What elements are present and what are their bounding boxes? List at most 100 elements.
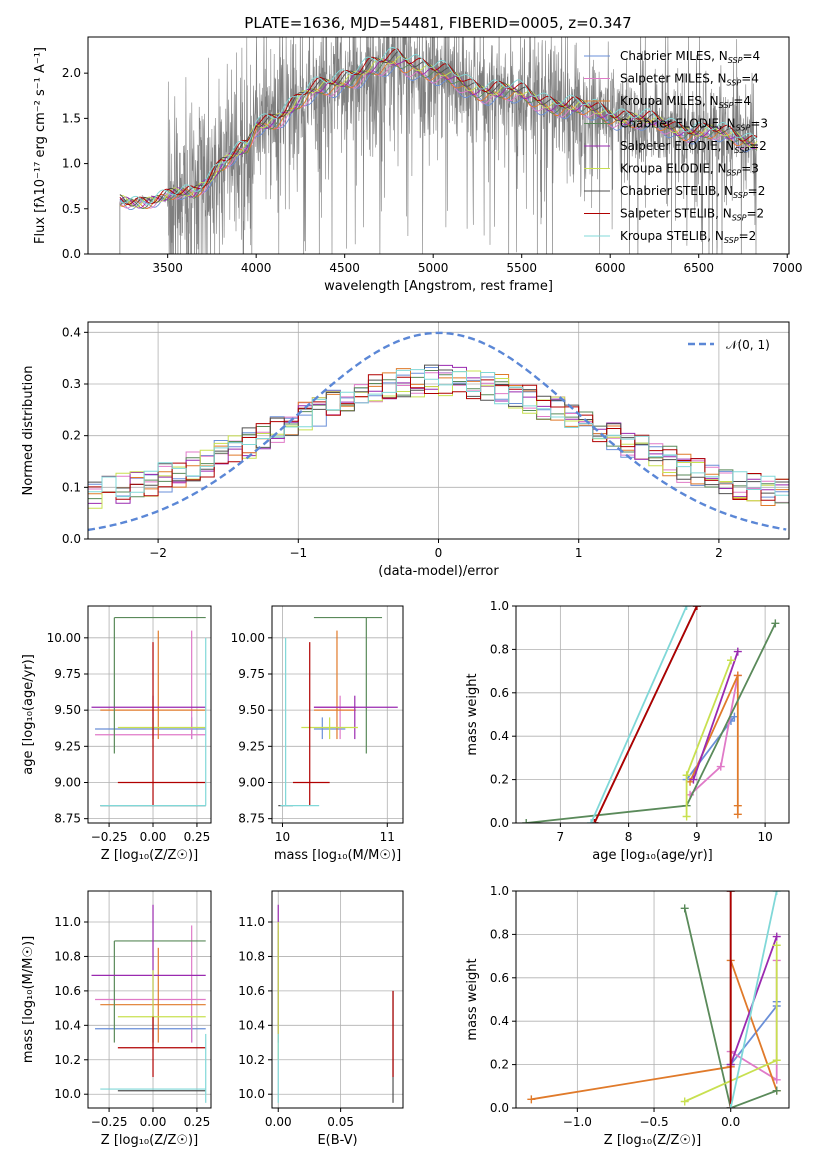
y-axis-label: age [log₁₀(age/yr)]	[21, 654, 36, 775]
y-tick-label: 9.50	[238, 703, 265, 717]
histogram-kroupa-stelib	[88, 369, 789, 498]
weight-marker	[733, 671, 742, 680]
weight-series-chabrier-miles	[682, 712, 739, 784]
axes-frame	[515, 605, 790, 824]
y-tick-label: 9.75	[238, 667, 265, 681]
y-tick-label: 0.6	[490, 971, 509, 985]
histogram-salpeter-elodie	[88, 364, 789, 504]
y-tick-label: 9.25	[54, 739, 81, 753]
x-tick-label: 10	[757, 830, 772, 844]
legend-count: =2	[746, 207, 764, 221]
legend-label-chabrier-miles: Chabrier MILES, NSSP=4	[620, 49, 760, 65]
weight-marker	[587, 819, 596, 823]
panel-age-vs-Z: −0.25 0.00 0.25 8.75 9.00 9.25 9.50 9.75 10.00 Z …	[21, 605, 212, 863]
x-tick-label: 4500	[329, 261, 360, 275]
weight-series-kroupa-stelib	[587, 606, 691, 823]
x-tick-label: 6000	[595, 261, 626, 275]
y-tick-label: 10.8	[54, 949, 81, 963]
errorbar-kroupa-miles	[313, 630, 356, 740]
legend-subscript: SSP	[734, 146, 749, 155]
weight-marker	[692, 606, 701, 610]
x-tick-label: 5000	[418, 261, 449, 275]
weight-marker	[772, 891, 781, 895]
errorbar-salpeter-miles	[95, 630, 206, 740]
x-tick-label: 0.00	[140, 1115, 167, 1129]
panel-mass-vs-Z: −0.25 0.00 0.25 10.0 10.2 10.4 10.6 10.8 11.0 Z […	[21, 890, 212, 1148]
plot-area	[527, 891, 781, 1108]
x-axis-label: Z [log₁₀(Z/Z☉)]	[101, 1133, 198, 1148]
legend-count: =3	[750, 117, 768, 131]
y-tick-label: 10.8	[238, 949, 265, 963]
y-tick-label: 0.3	[62, 377, 81, 391]
normal-curve	[88, 331, 787, 532]
x-tick-label: 4000	[241, 261, 272, 275]
weight-marker	[726, 1104, 735, 1108]
y-tick-label: 0.4	[490, 1014, 509, 1028]
y-tick-label: 9.50	[54, 703, 81, 717]
legend-label-salpeter-miles: Salpeter MILES, NSSP=4	[620, 72, 759, 88]
legend-subscript: SSP	[736, 124, 751, 133]
errorbar-chabrier-elodie	[113, 616, 206, 754]
y-tick-label: 0.8	[490, 927, 509, 941]
legend-count: =3	[741, 162, 759, 176]
y-tick-label: 0.2	[62, 429, 81, 443]
weight-marker	[682, 606, 691, 610]
errorbar-kroupa-elodie	[301, 717, 358, 740]
weight-line	[683, 908, 778, 1108]
y-axis-label: mass [log₁₀(M/M☉)]	[21, 936, 36, 1063]
weight-series-chabrier-miles	[726, 997, 781, 1069]
legend-label-kroupa-stelib: Kroupa STELIB, NSSP=2	[620, 229, 756, 245]
x-tick-label: 0.00	[140, 830, 167, 844]
legend-label-salpeter-elodie: Salpeter ELODIE, NSSP=2	[620, 139, 767, 155]
legend-count: =4	[733, 94, 751, 108]
y-tick-label: 0.5	[62, 202, 81, 216]
weight-marker	[716, 762, 725, 771]
x-axis-label: mass [log₁₀(M/M☉)]	[274, 848, 401, 863]
x-tick-label: −1	[289, 546, 307, 560]
weight-marker	[726, 656, 735, 665]
weight-marker	[772, 941, 781, 950]
model-line-salpeter-miles	[119, 62, 758, 209]
errorbar-chabrier-elodie	[113, 940, 206, 1043]
weight-series-chabrier-elodie	[522, 619, 780, 823]
panel-age-vs-mass: 10 11 8.75 9.00 9.25 9.50 9.75 10.00 mass [log₁₀…	[231, 605, 404, 863]
y-axis-label: mass weight	[465, 673, 480, 755]
weight-line	[729, 891, 778, 1108]
y-tick-label: 0.4	[62, 325, 81, 339]
panel-mass-vs-ebv: 0.00 0.05 10.0 10.2 10.4 10.6 10.8 11.0 E(B-V)	[238, 890, 404, 1148]
legend-label-kroupa-elodie: Kroupa ELODIE, NSSP=3	[620, 162, 759, 178]
errorbar-salpeter-elodie	[313, 695, 398, 740]
errorbar-chabrier-elodie	[313, 616, 383, 754]
x-tick-label: 0.05	[327, 1115, 354, 1129]
y-tick-label: 0.0	[62, 247, 81, 261]
weight-line	[692, 651, 739, 780]
errorbar-kroupa-stelib	[100, 637, 207, 807]
x-tick-label: −0.25	[91, 1115, 128, 1129]
weight-marker	[733, 810, 742, 819]
errorbar-chabrier-miles	[95, 717, 206, 740]
y-tick-label: 9.75	[54, 667, 81, 681]
legend-count: =2	[749, 139, 767, 153]
x-tick-label: 7	[557, 830, 565, 844]
legend-label-salpeter-stelib: Salpeter STELIB, NSSP=2	[620, 207, 764, 223]
weight-marker	[733, 647, 742, 656]
legend-subscript: SSP	[727, 169, 742, 178]
axes-frame	[87, 605, 212, 824]
y-tick-label: 1.0	[490, 599, 509, 613]
y-tick-label: 0.1	[62, 480, 81, 494]
weight-marker	[522, 819, 531, 823]
y-tick-label: 8.75	[238, 812, 265, 826]
legend-label-kroupa-miles: Kroupa MILES, NSSP=4	[620, 94, 751, 110]
legend-count: =2	[748, 184, 766, 198]
histogram-chabrier-stelib	[88, 364, 789, 495]
x-tick-label: 6500	[683, 261, 714, 275]
y-tick-label: 10.2	[238, 1053, 265, 1067]
weight-line	[689, 675, 739, 815]
x-tick-label: 10	[275, 830, 290, 844]
legend-count: =4	[741, 72, 759, 86]
weight-marker	[726, 891, 735, 895]
y-tick-label: 9.25	[238, 739, 265, 753]
x-tick-label: 7000	[772, 261, 803, 275]
weight-marker	[590, 819, 599, 823]
legend-count: =4	[742, 49, 760, 63]
